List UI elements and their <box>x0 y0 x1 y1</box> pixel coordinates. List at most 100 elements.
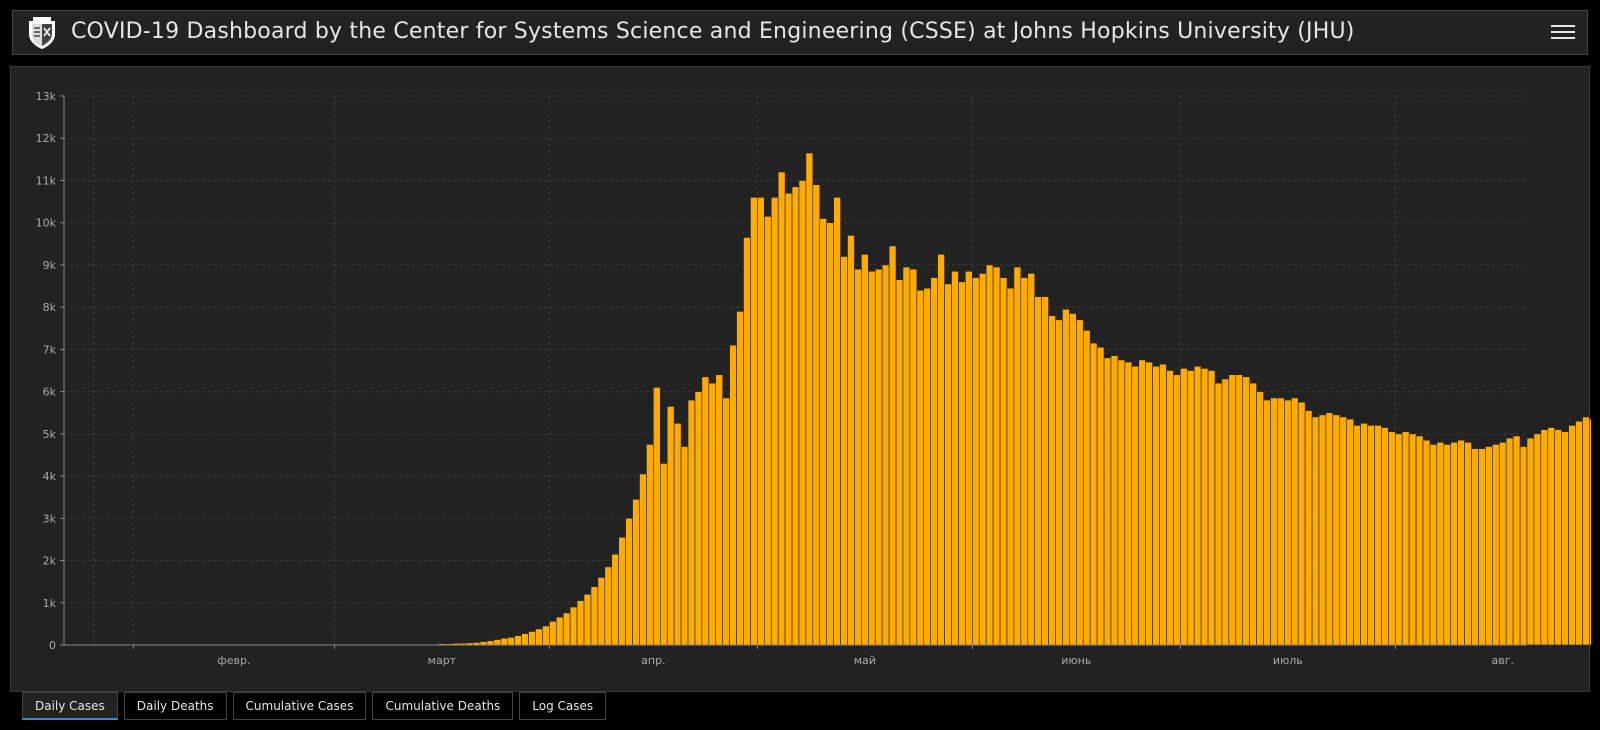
data-bar[interactable] <box>1492 444 1500 646</box>
data-bar[interactable] <box>805 152 814 646</box>
data-bar[interactable] <box>542 625 550 646</box>
data-bar[interactable] <box>819 218 828 646</box>
data-bar[interactable] <box>826 222 834 646</box>
data-bar[interactable] <box>1193 365 1202 646</box>
data-bar[interactable] <box>784 192 793 646</box>
data-bar[interactable] <box>1062 308 1070 646</box>
data-bar[interactable] <box>521 633 529 646</box>
data-bar[interactable] <box>937 254 945 646</box>
data-bar[interactable] <box>604 566 613 646</box>
data-bar[interactable] <box>1034 296 1042 646</box>
data-bar[interactable] <box>1471 448 1479 646</box>
data-bar[interactable] <box>902 266 911 646</box>
data-bar[interactable] <box>1027 273 1036 646</box>
data-bar[interactable] <box>1297 401 1306 646</box>
data-bar[interactable] <box>1519 446 1528 646</box>
data-bar[interactable] <box>1464 441 1472 646</box>
data-bar[interactable] <box>978 273 987 646</box>
data-bar[interactable] <box>798 180 807 646</box>
data-bar[interactable] <box>909 268 918 646</box>
data-bar[interactable] <box>757 197 765 646</box>
data-bar[interactable] <box>514 635 522 646</box>
data-bar[interactable] <box>1478 448 1486 646</box>
data-bar[interactable] <box>1388 431 1396 646</box>
data-bar[interactable] <box>569 606 578 646</box>
data-bar[interactable] <box>639 473 647 646</box>
data-bar[interactable] <box>1277 397 1285 646</box>
data-bar[interactable] <box>840 256 848 646</box>
data-bar[interactable] <box>1152 365 1160 646</box>
data-bar[interactable] <box>1353 425 1361 646</box>
data-bar[interactable] <box>1554 429 1562 646</box>
data-bar[interactable] <box>1561 431 1569 646</box>
data-bar[interactable] <box>881 264 890 646</box>
data-bar[interactable] <box>985 264 994 646</box>
data-bar[interactable] <box>590 586 599 646</box>
data-bar[interactable] <box>1346 418 1354 646</box>
data-bar[interactable] <box>958 281 966 646</box>
data-bar[interactable] <box>847 235 855 646</box>
tab-cumulative-cases[interactable]: Cumulative Cases <box>232 692 367 720</box>
data-bar[interactable] <box>1374 425 1382 646</box>
data-bar[interactable] <box>1041 296 1049 646</box>
data-bar[interactable] <box>999 277 1008 646</box>
tab-daily-cases[interactable]: Daily Cases <box>22 692 118 720</box>
tab-daily-deaths[interactable]: Daily Deaths <box>123 692 227 720</box>
data-bar[interactable] <box>549 621 557 646</box>
data-bar[interactable] <box>1117 359 1126 646</box>
data-bar[interactable] <box>1575 420 1583 646</box>
data-bar[interactable] <box>1096 346 1105 646</box>
data-bar[interactable] <box>916 289 925 646</box>
data-bar[interactable] <box>666 406 675 646</box>
data-bar[interactable] <box>653 387 661 646</box>
data-bar[interactable] <box>715 374 723 646</box>
data-bar[interactable] <box>1498 441 1507 646</box>
data-bar[interactable] <box>833 197 841 646</box>
data-bar[interactable] <box>1235 374 1244 646</box>
data-bar[interactable] <box>1263 399 1271 646</box>
data-bar[interactable] <box>854 268 862 646</box>
data-bar[interactable] <box>1124 361 1133 646</box>
data-bar[interactable] <box>1505 437 1514 646</box>
data-bar[interactable] <box>1256 391 1264 646</box>
data-bar[interactable] <box>1422 439 1431 646</box>
data-bar[interactable] <box>1082 330 1091 646</box>
data-bar[interactable] <box>868 270 876 646</box>
data-bar[interactable] <box>1242 376 1250 646</box>
data-bar[interactable] <box>1485 446 1493 646</box>
data-bar[interactable] <box>812 184 821 646</box>
data-bar[interactable] <box>1284 399 1292 646</box>
data-bar[interactable] <box>1076 319 1084 646</box>
data-bar[interactable] <box>479 641 488 646</box>
data-bar[interactable] <box>1020 277 1029 646</box>
data-bar[interactable] <box>1200 368 1209 646</box>
data-bar[interactable] <box>611 553 619 646</box>
data-bar[interactable] <box>1013 266 1022 646</box>
data-bar[interactable] <box>687 399 696 646</box>
data-bar[interactable] <box>1367 425 1375 646</box>
data-bar[interactable] <box>1290 397 1299 646</box>
data-bar[interactable] <box>555 616 564 646</box>
data-bar[interactable] <box>646 444 654 646</box>
data-bar[interactable] <box>1526 437 1535 646</box>
data-bar[interactable] <box>736 311 744 646</box>
data-bar[interactable] <box>535 628 543 646</box>
data-bar[interactable] <box>965 270 973 646</box>
data-bar[interactable] <box>874 268 883 646</box>
data-bar[interactable] <box>1415 435 1424 646</box>
data-bar[interactable] <box>1589 418 1591 646</box>
data-bar[interactable] <box>1048 315 1056 646</box>
data-bar[interactable] <box>680 446 689 646</box>
data-bar[interactable] <box>562 612 571 646</box>
data-bar[interactable] <box>1332 414 1341 646</box>
data-bar[interactable] <box>1145 361 1153 646</box>
data-bar[interactable] <box>486 640 495 646</box>
data-bar[interactable] <box>1166 370 1174 646</box>
data-bar[interactable] <box>1436 441 1445 646</box>
data-bar[interactable] <box>583 594 592 646</box>
data-bar[interactable] <box>1089 342 1098 646</box>
data-bar[interactable] <box>1457 439 1465 646</box>
data-bar[interactable] <box>708 382 717 646</box>
data-bar[interactable] <box>694 391 703 646</box>
data-bar[interactable] <box>1381 427 1389 646</box>
